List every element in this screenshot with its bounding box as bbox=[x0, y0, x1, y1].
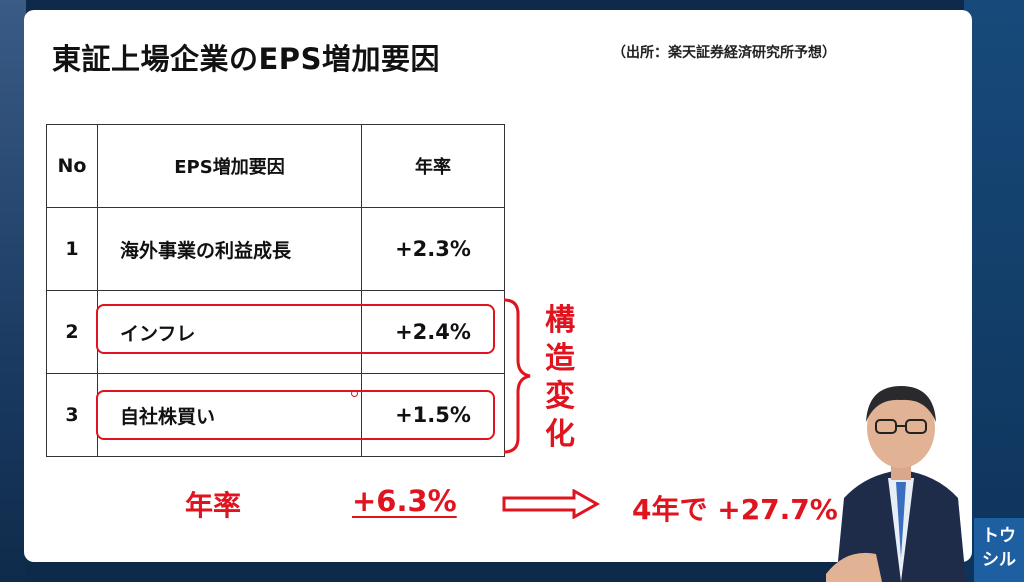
curly-bracket bbox=[503, 298, 531, 454]
row-no: 3 bbox=[46, 373, 98, 457]
row-rate: +1.5% bbox=[361, 373, 505, 457]
header-factor: EPS増加要因 bbox=[97, 124, 362, 208]
toushiru-logo: トウシル bbox=[974, 518, 1024, 582]
background-left-edge bbox=[0, 0, 26, 582]
table-header-row: No EPS増加要因 年率 bbox=[46, 124, 505, 208]
row-no: 2 bbox=[46, 290, 98, 374]
pointer-cursor bbox=[351, 390, 358, 397]
presenter-video bbox=[826, 386, 966, 582]
annual-label: 年率 bbox=[185, 489, 242, 522]
slide-title: 東証上場企業のEPS増加要因 bbox=[52, 42, 440, 76]
source-note: （出所：楽天証券経済研究所予想） bbox=[612, 45, 836, 61]
header-no: No bbox=[46, 124, 98, 208]
row-factor: 自社株買い bbox=[97, 373, 362, 457]
header-rate: 年率 bbox=[361, 124, 505, 208]
eps-factors-table: No EPS増加要因 年率 1 海外事業の利益成長 +2.3% 2 インフレ +… bbox=[46, 124, 505, 457]
row-no: 1 bbox=[46, 207, 98, 291]
highlight-box-buyback bbox=[96, 390, 495, 440]
row-rate: +2.3% bbox=[361, 207, 505, 291]
presentation-slide: 東証上場企業のEPS増加要因 （出所：楽天証券経済研究所予想） No EPS増加… bbox=[24, 10, 972, 562]
highlight-box-inflation bbox=[96, 304, 495, 354]
row-factor: 海外事業の利益成長 bbox=[97, 207, 362, 291]
right-arrow-icon bbox=[502, 489, 600, 519]
background-right-edge bbox=[964, 0, 1024, 582]
table-row: 3 自社株買い +1.5% bbox=[46, 373, 505, 457]
table-row: 1 海外事業の利益成長 +2.3% bbox=[46, 207, 505, 291]
four-year-result: 4年で +27.7% bbox=[632, 493, 838, 526]
structural-change-label: 構造変化 bbox=[545, 303, 575, 452]
annual-total: +6.3% bbox=[352, 484, 457, 518]
